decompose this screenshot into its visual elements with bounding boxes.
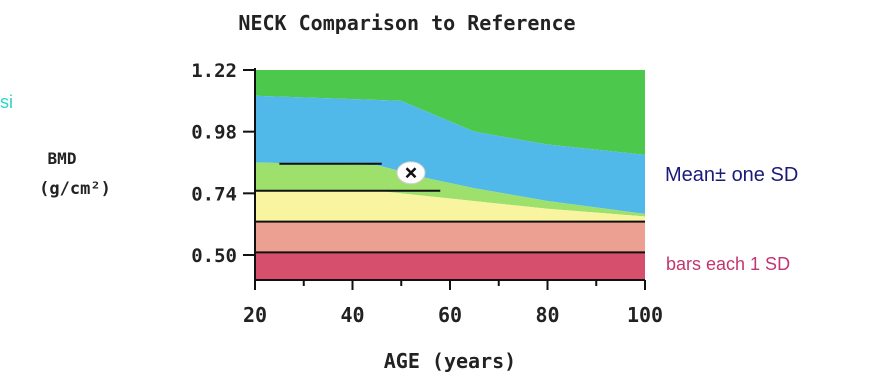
x-tick-label: 20 — [243, 303, 267, 327]
y-tick-label: 0.50 — [191, 245, 237, 267]
reference-lines — [255, 162, 645, 254]
patient-marker-group — [396, 161, 426, 185]
x-tick-label: 80 — [535, 303, 559, 327]
annotation-bars-sd: bars each 1 SD — [666, 254, 790, 274]
chart-title: NECK Comparison to Reference — [238, 11, 575, 35]
edge-fragment-left-mid: si — [0, 92, 13, 112]
axes — [243, 68, 646, 290]
y-tick-label: 0.98 — [191, 122, 237, 144]
patient-marker — [405, 167, 417, 179]
x-tick-label: 40 — [340, 303, 364, 327]
reference-band-1 — [255, 70, 645, 155]
y-axis-label-line2: (g/cm²) — [39, 179, 111, 199]
annotation-mean-sd: Mean± one SD — [665, 164, 798, 186]
reference-bands — [255, 70, 645, 280]
tick-labels: 0.50 0.74 0.98 1.22 20 40 60 80 100 — [191, 60, 663, 327]
reference-band-5 — [255, 221, 645, 253]
reference-band-2 — [255, 95, 645, 214]
y-axis-label-line1: BMD — [48, 149, 77, 168]
x-axis-label: AGE (years) — [384, 349, 516, 373]
reference-band-3 — [255, 162, 645, 217]
y-tick-label: 1.22 — [191, 60, 237, 82]
x-tick-label: 100 — [627, 303, 663, 327]
x-tick-label: 60 — [438, 303, 462, 327]
y-tick-label: 0.74 — [191, 183, 237, 205]
reference-band-4 — [255, 190, 645, 222]
reference-band-6 — [255, 252, 645, 280]
